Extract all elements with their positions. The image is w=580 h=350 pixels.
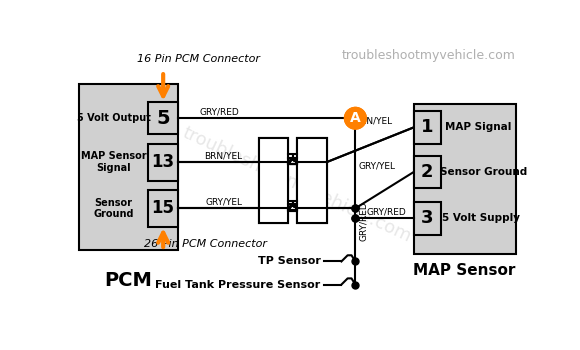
Text: 26 Pin PCM Connector: 26 Pin PCM Connector (144, 239, 267, 249)
Text: Sensor Ground: Sensor Ground (440, 167, 527, 177)
Text: 13: 13 (151, 153, 175, 171)
Text: MAP Sensor
Signal: MAP Sensor Signal (81, 151, 146, 173)
Text: A: A (350, 111, 361, 125)
Text: 2: 2 (421, 163, 433, 181)
Circle shape (345, 107, 366, 129)
Bar (414, 111, 441, 144)
Text: 5: 5 (157, 109, 170, 128)
Bar (148, 144, 178, 181)
Text: 16 Pin PCM Connector: 16 Pin PCM Connector (136, 54, 260, 64)
Text: Fuel Tank Pressure Sensor: Fuel Tank Pressure Sensor (155, 280, 321, 289)
Bar (79, 84, 178, 250)
Bar (414, 104, 516, 254)
Bar (148, 102, 178, 134)
Bar (297, 138, 327, 223)
Text: BRN/YEL: BRN/YEL (205, 152, 242, 160)
Text: GRY/RED: GRY/RED (367, 208, 406, 217)
Text: GRY/YEL: GRY/YEL (358, 161, 396, 170)
Circle shape (345, 107, 366, 129)
Text: 5 Volt Supply: 5 Volt Supply (442, 214, 520, 223)
Bar (414, 156, 441, 188)
Bar (414, 202, 441, 234)
Text: BRN/YEL: BRN/YEL (354, 117, 392, 126)
Text: 5 Volt Output: 5 Volt Output (77, 113, 151, 123)
Bar (259, 138, 288, 223)
Text: GRY/RED: GRY/RED (200, 107, 240, 117)
Bar (297, 138, 327, 223)
Bar (148, 190, 178, 227)
Text: 3: 3 (421, 209, 433, 228)
Text: MAP Sensor: MAP Sensor (414, 263, 516, 278)
Text: Sensor
Ground: Sensor Ground (93, 197, 134, 219)
Bar (259, 138, 288, 223)
Text: GRY/YEL: GRY/YEL (205, 198, 242, 206)
Text: troubleshootmyvehicle.com: troubleshootmyvehicle.com (342, 49, 516, 62)
Text: TP Sensor: TP Sensor (258, 257, 321, 266)
Text: MAP Signal: MAP Signal (445, 122, 511, 132)
Text: GRY/RED: GRY/RED (358, 201, 368, 241)
Text: A: A (350, 111, 361, 125)
Text: PCM: PCM (104, 272, 152, 290)
Text: troubleshootmyvehicle.com: troubleshootmyvehicle.com (180, 123, 415, 246)
Text: 15: 15 (152, 199, 175, 217)
Text: 1: 1 (421, 118, 433, 136)
